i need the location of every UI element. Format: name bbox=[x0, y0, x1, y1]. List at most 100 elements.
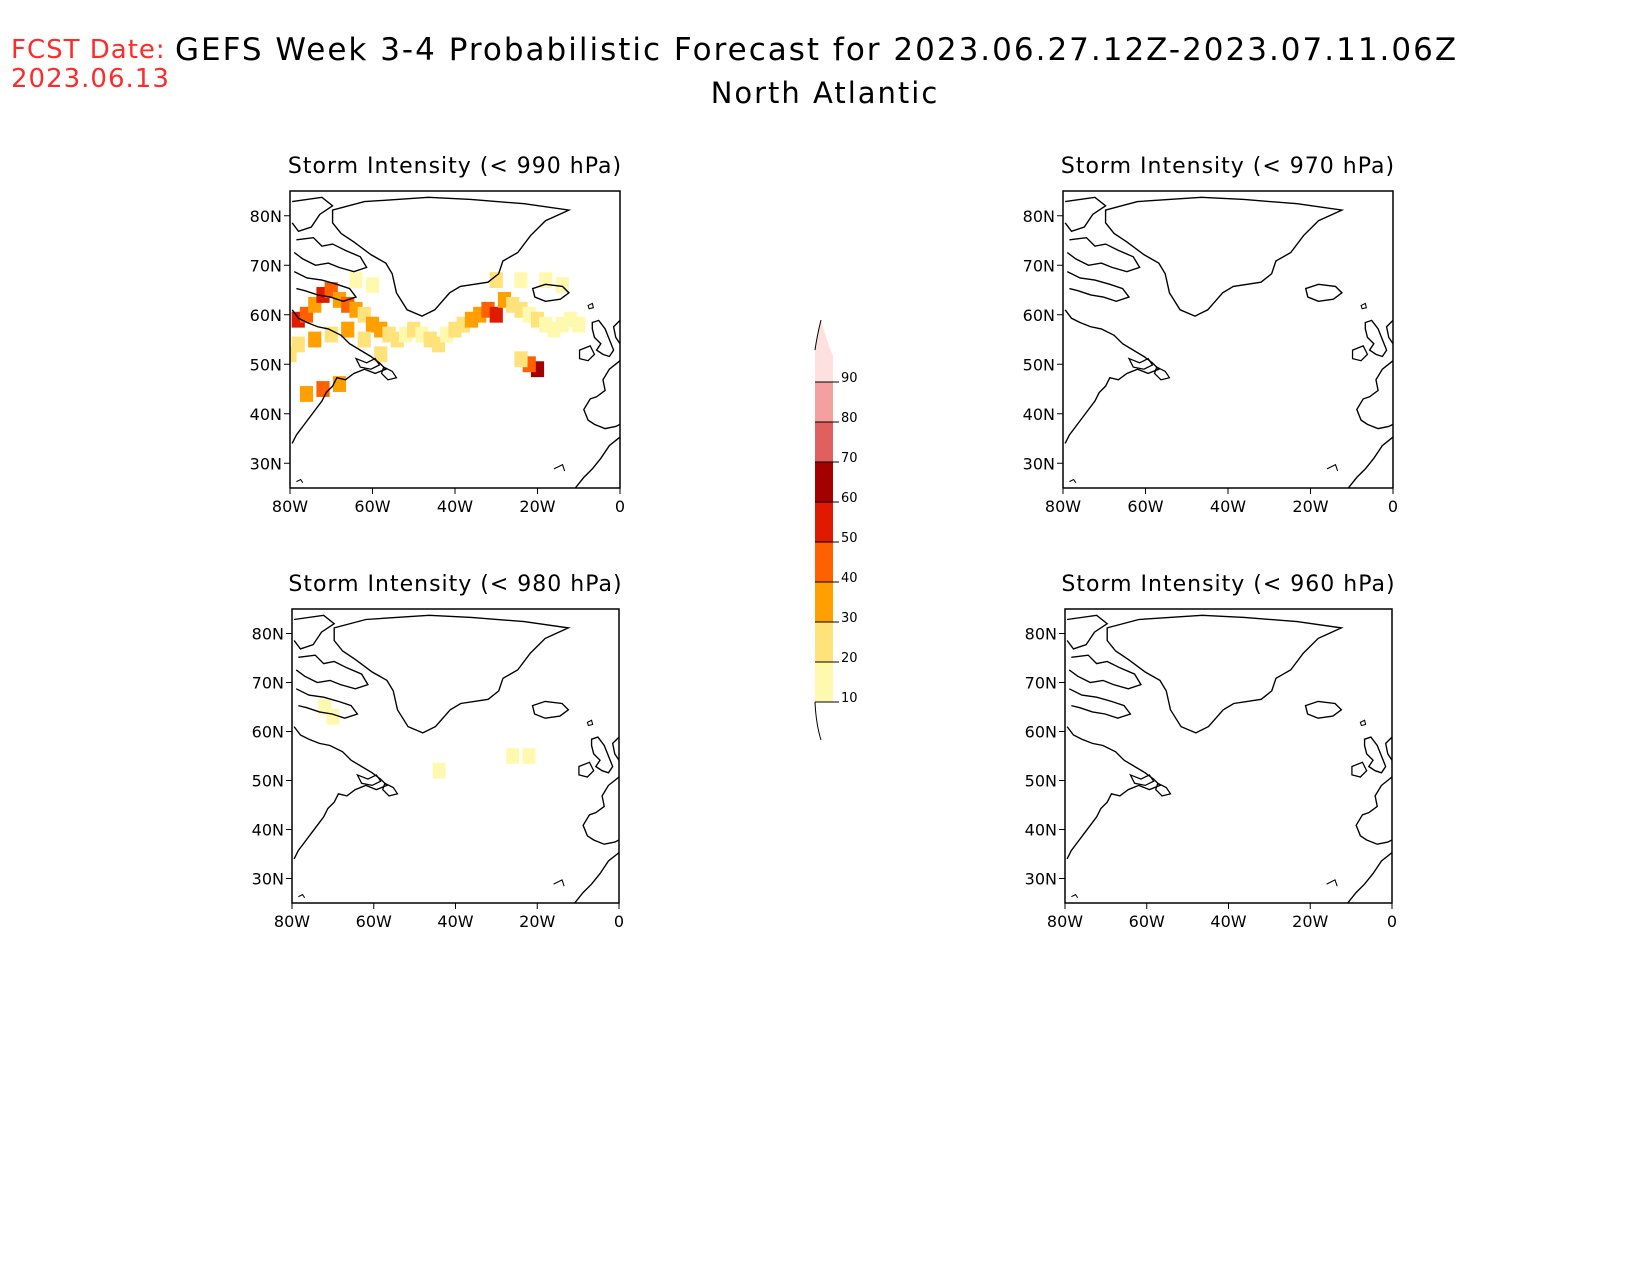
lon-tick-label: 0 bbox=[1388, 497, 1398, 516]
lat-tick-label: 30N bbox=[252, 870, 284, 889]
probability-cell bbox=[489, 272, 503, 289]
lon-tick-label: 40W bbox=[1210, 912, 1246, 931]
lon-tick-label: 80W bbox=[1047, 912, 1083, 931]
lon-tick-label: 60W bbox=[1129, 912, 1165, 931]
colorbar-box bbox=[815, 662, 833, 702]
lat-tick-label: 50N bbox=[1025, 772, 1057, 791]
lat-tick-label: 70N bbox=[252, 674, 284, 693]
lat-tick-label: 40N bbox=[252, 821, 284, 840]
map-panel-p990: Storm Intensity (< 990 hPa) 80W 60W 40W 20W 0… bbox=[250, 154, 625, 516]
probability-cell bbox=[349, 272, 363, 289]
map-panel-p980: Storm Intensity (< 980 hPa) 80W 60W 40W 20W 0… bbox=[252, 572, 624, 931]
probability-cell bbox=[290, 346, 297, 363]
lon-tick-label: 60W bbox=[356, 912, 392, 931]
colorbar-box bbox=[815, 582, 833, 622]
probability-cell bbox=[326, 708, 340, 725]
probability-cell bbox=[316, 381, 330, 397]
probability-cell bbox=[506, 748, 520, 764]
colorbar-box bbox=[815, 542, 833, 582]
lon-tick-label: 0 bbox=[1387, 912, 1397, 931]
map-panel-p960: Storm Intensity (< 960 hPa) 80W 60W 40W 20W 0… bbox=[1025, 572, 1397, 931]
colorbar-label: 10 bbox=[841, 691, 858, 706]
colorbar-box bbox=[815, 502, 833, 542]
lat-tick-label: 40N bbox=[250, 405, 282, 424]
probability-cell bbox=[299, 386, 314, 402]
lon-tick-label: 60W bbox=[354, 497, 390, 516]
colorbar-label: 80 bbox=[841, 411, 858, 426]
colorbar-label: 20 bbox=[841, 651, 858, 666]
forecast-date-label: FCST Date: bbox=[11, 35, 166, 65]
colorbar-upper-cap bbox=[814, 319, 822, 351]
colorbar-box bbox=[815, 382, 833, 422]
probability-cell bbox=[365, 277, 380, 293]
page-subtitle: North Atlantic bbox=[710, 76, 940, 110]
colorbar: 10 20 30 40 50 60 70 80 90 bbox=[814, 319, 858, 741]
lat-tick-label: 40N bbox=[1023, 405, 1055, 424]
probability-cell bbox=[514, 272, 528, 289]
lon-tick-label: 20W bbox=[1292, 497, 1328, 516]
panel-title: Storm Intensity (< 990 hPa) bbox=[288, 154, 622, 179]
colorbar-label: 40 bbox=[841, 571, 858, 586]
probability-cell bbox=[539, 272, 553, 289]
lat-tick-label: 80N bbox=[1025, 625, 1057, 644]
panel-frame bbox=[289, 190, 621, 489]
lat-tick-label: 70N bbox=[250, 256, 282, 275]
probability-cell bbox=[324, 326, 338, 343]
colorbar-label: 50 bbox=[841, 531, 858, 546]
colorbar-lower-cap bbox=[814, 701, 822, 741]
colorbar-label: 30 bbox=[841, 611, 858, 626]
lat-tick-label: 60N bbox=[252, 723, 284, 742]
lon-tick-label: 20W bbox=[519, 497, 555, 516]
colorbar-box bbox=[815, 422, 833, 462]
panel-frame bbox=[1062, 190, 1394, 489]
probability-cell bbox=[341, 321, 355, 338]
probability-field bbox=[290, 272, 586, 402]
panel-frame bbox=[291, 608, 620, 904]
probability-cell bbox=[489, 306, 503, 323]
lon-tick-label: 20W bbox=[1292, 912, 1328, 931]
probability-cell bbox=[572, 316, 586, 333]
probability-cell bbox=[432, 762, 446, 779]
panel-title: Storm Intensity (< 980 hPa) bbox=[288, 572, 622, 597]
colorbar-label: 70 bbox=[841, 451, 858, 466]
lon-tick-label: 40W bbox=[437, 912, 473, 931]
probability-field bbox=[318, 699, 536, 779]
lon-tick-label: 20W bbox=[519, 912, 555, 931]
lon-tick-label: 80W bbox=[272, 497, 308, 516]
probability-cell bbox=[291, 336, 305, 353]
lat-tick-label: 50N bbox=[250, 355, 282, 374]
lon-tick-label: 40W bbox=[1210, 497, 1246, 516]
panel-title: Storm Intensity (< 960 hPa) bbox=[1061, 572, 1395, 597]
coastlines bbox=[291, 196, 620, 488]
lon-tick-label: 0 bbox=[614, 912, 624, 931]
colorbar-box bbox=[815, 462, 833, 502]
probability-cell bbox=[308, 331, 322, 348]
lon-tick-label: 60W bbox=[1127, 497, 1163, 516]
colorbar-label: 90 bbox=[841, 371, 858, 386]
lon-tick-label: 0 bbox=[615, 497, 625, 516]
lat-tick-label: 50N bbox=[252, 772, 284, 791]
lat-tick-label: 70N bbox=[1023, 256, 1055, 275]
lat-tick-label: 80N bbox=[250, 207, 282, 226]
coastlines bbox=[1066, 614, 1392, 903]
lat-tick-label: 30N bbox=[1023, 454, 1055, 473]
colorbar-label: 60 bbox=[841, 491, 858, 506]
page-title: GEFS Week 3-4 Probabilistic Forecast for… bbox=[175, 32, 1459, 68]
lat-tick-label: 30N bbox=[1025, 870, 1057, 889]
lat-tick-label: 80N bbox=[252, 625, 284, 644]
forecast-date-value: 2023.06.13 bbox=[11, 64, 170, 94]
map-panel-p970: Storm Intensity (< 970 hPa) 80W 60W 40W 20W 0… bbox=[1023, 154, 1398, 516]
lat-tick-label: 30N bbox=[250, 454, 282, 473]
lat-tick-label: 60N bbox=[1025, 723, 1057, 742]
lon-tick-label: 40W bbox=[437, 497, 473, 516]
coastlines bbox=[293, 614, 619, 903]
lat-tick-label: 70N bbox=[1025, 674, 1057, 693]
forecast-date-block: FCST Date: 2023.06.13 bbox=[11, 36, 170, 94]
panel-title: Storm Intensity (< 970 hPa) bbox=[1061, 154, 1395, 179]
probability-cell bbox=[374, 346, 388, 363]
lat-tick-label: 60N bbox=[250, 306, 282, 325]
lon-tick-label: 80W bbox=[1045, 497, 1081, 516]
colorbar-box bbox=[815, 622, 833, 662]
lat-tick-label: 60N bbox=[1023, 306, 1055, 325]
